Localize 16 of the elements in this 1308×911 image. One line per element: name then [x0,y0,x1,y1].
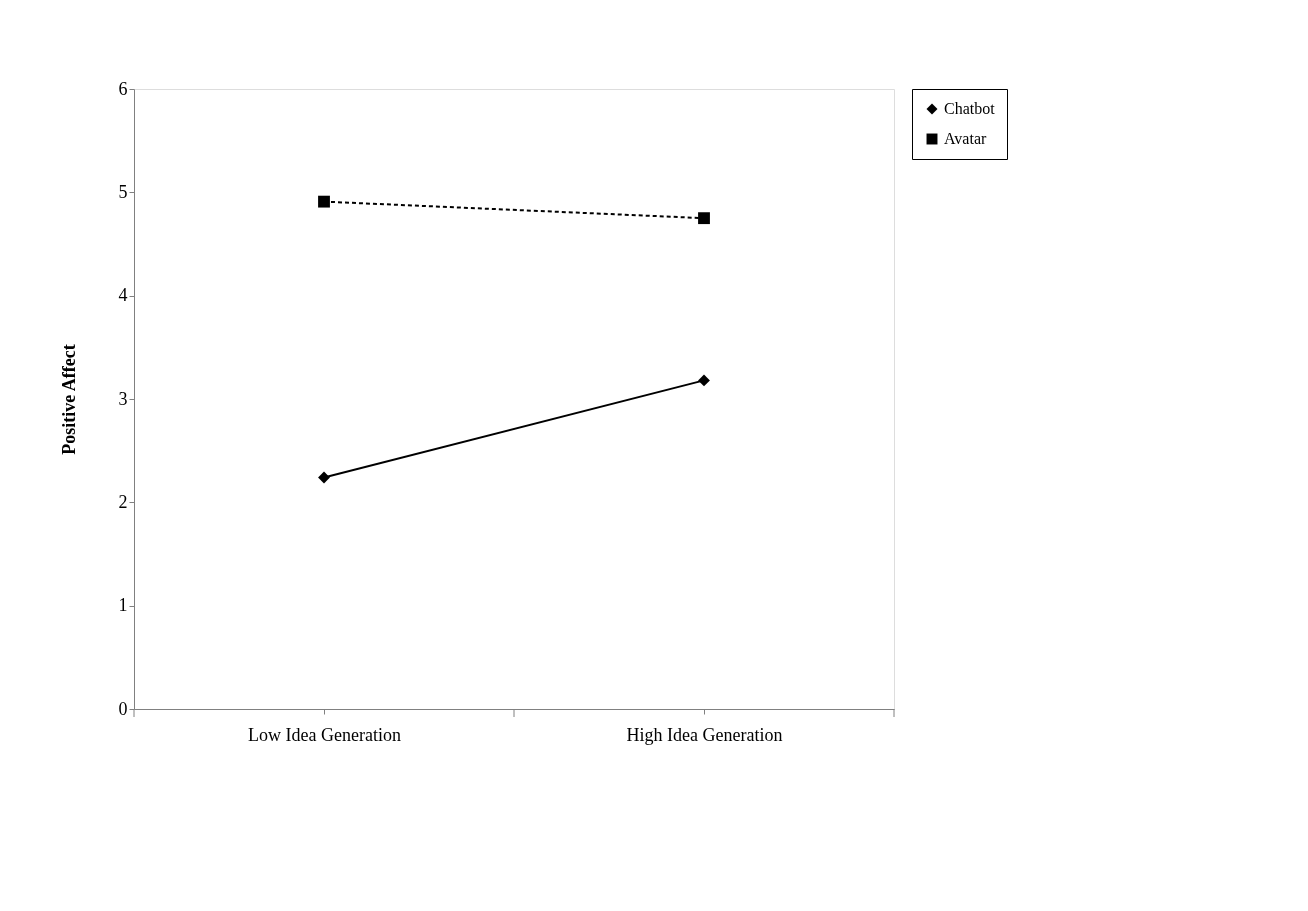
x-tick-label: High Idea Generation [626,724,783,745]
point [318,471,330,484]
y-tick-label: 6 [118,78,128,99]
y-tick-label: 2 [118,491,128,512]
x-tick-label: Low Idea Generation [248,724,401,745]
y-tick-label: 1 [118,595,128,616]
point [698,374,710,387]
y-axis-title: Positive Affect [58,344,79,455]
point [318,195,330,208]
point [698,212,710,225]
legend-label: Chatbot [944,100,996,117]
y-tick-label: 5 [118,181,128,202]
y-tick-label: 3 [118,388,128,409]
legend-label: Avatar [944,130,988,147]
y-tick-label: 4 [118,285,128,306]
y-tick-label: 0 [118,698,128,719]
